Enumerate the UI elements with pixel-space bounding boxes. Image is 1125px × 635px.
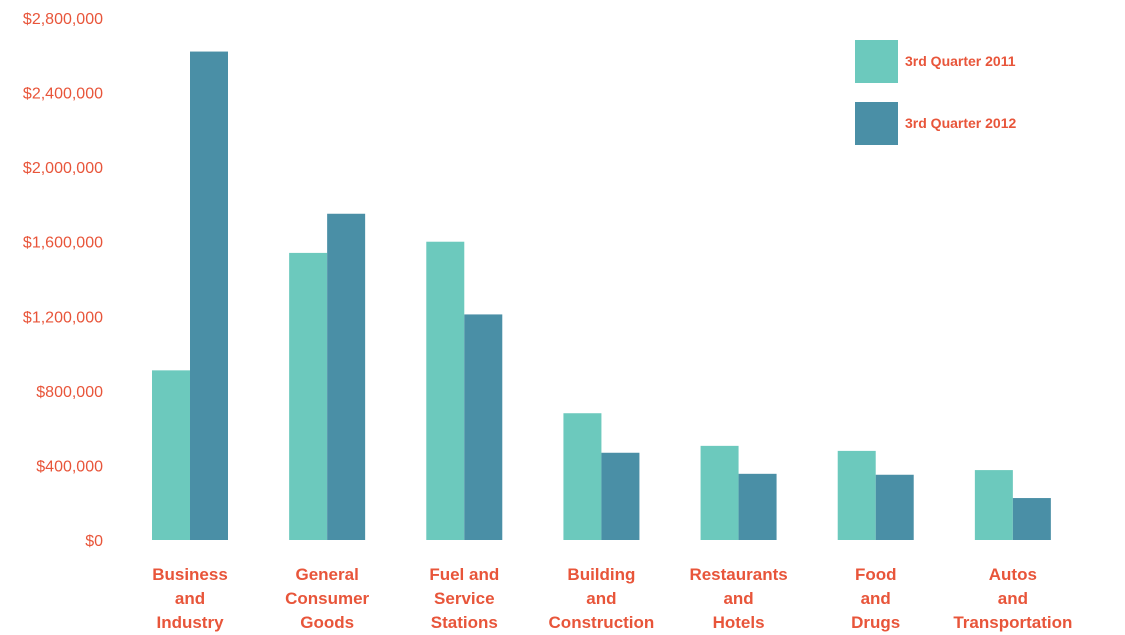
x-category-label-line: and <box>861 589 891 608</box>
x-category-label: Business and Industry <box>152 565 228 632</box>
bar-q3-2012 <box>601 452 640 540</box>
bar-q3-2011 <box>426 241 465 540</box>
bar-q3-2012 <box>327 213 366 540</box>
y-axis: $0 $400,000 $800,000 $1,200,000 $1,600,000 $2… <box>23 11 103 550</box>
x-category-label-line: Drugs <box>851 613 900 632</box>
x-category-label-line: Food <box>855 565 897 584</box>
y-tick-label: $2,000,000 <box>23 160 103 177</box>
y-tick-label: $2,800,000 <box>23 11 103 28</box>
bar-q3-2012 <box>464 314 503 540</box>
x-category-label-line: and <box>175 589 205 608</box>
bar-q3-2011 <box>700 445 739 540</box>
x-category-label-line: Building <box>567 565 635 584</box>
x-category-label-line: and <box>998 589 1028 608</box>
legend-swatch <box>855 102 898 145</box>
legend: 3rd Quarter 2011 3rd Quarter 2012 <box>855 40 1016 145</box>
x-axis: Business and Industry General Consumer Goods F… <box>152 565 1072 632</box>
x-category-label-line: Autos <box>989 565 1037 584</box>
bar-q3-2012 <box>1012 498 1051 540</box>
bar-q3-2012 <box>875 474 914 540</box>
y-tick-label: $1,600,000 <box>23 235 103 252</box>
x-category-label-line: Goods <box>300 613 354 632</box>
bar-q3-2012 <box>190 51 228 541</box>
x-category-label-line: General <box>295 565 358 584</box>
x-category-label: Restaurants and Hotels <box>689 565 787 632</box>
x-category-label: Building and Construction <box>549 565 655 632</box>
y-tick-label: $2,400,000 <box>23 86 103 103</box>
bar-q3-2011 <box>563 413 602 540</box>
x-category-label-line: Restaurants <box>689 565 787 584</box>
y-tick-label: $800,000 <box>36 384 103 401</box>
x-category-label-line: Service <box>434 589 495 608</box>
x-category-label-line: Stations <box>431 613 498 632</box>
y-tick-label: $400,000 <box>36 458 103 475</box>
y-tick-label: $1,200,000 <box>23 309 103 326</box>
bar-q3-2011 <box>289 252 328 540</box>
x-category-label-line: Business <box>152 565 228 584</box>
bar-q3-2012 <box>738 473 777 540</box>
legend-label: 3rd Quarter 2011 <box>905 53 1016 69</box>
bar-q3-2011 <box>837 450 876 540</box>
x-category-label-line: Fuel and <box>429 565 499 584</box>
x-category-label-line: Consumer <box>285 589 369 608</box>
x-category-label: Food and Drugs <box>851 565 900 632</box>
bar-q3-2011 <box>152 370 190 540</box>
x-category-label: Fuel and Service Stations <box>429 565 499 632</box>
x-category-label: Autos and Transportation <box>953 565 1072 632</box>
legend-label: 3rd Quarter 2012 <box>905 115 1016 131</box>
x-category-label-line: Hotels <box>713 613 765 632</box>
bars-group <box>152 51 1051 541</box>
x-category-label-line: Industry <box>156 613 224 632</box>
bar-q3-2011 <box>974 470 1013 540</box>
x-category-label-line: Transportation <box>953 613 1072 632</box>
x-category-label-line: and <box>723 589 753 608</box>
x-category-label: General Consumer Goods <box>285 565 369 632</box>
y-tick-label: $0 <box>85 533 103 550</box>
x-category-label-line: Construction <box>549 613 655 632</box>
legend-swatch <box>855 40 898 83</box>
x-category-label-line: and <box>586 589 616 608</box>
